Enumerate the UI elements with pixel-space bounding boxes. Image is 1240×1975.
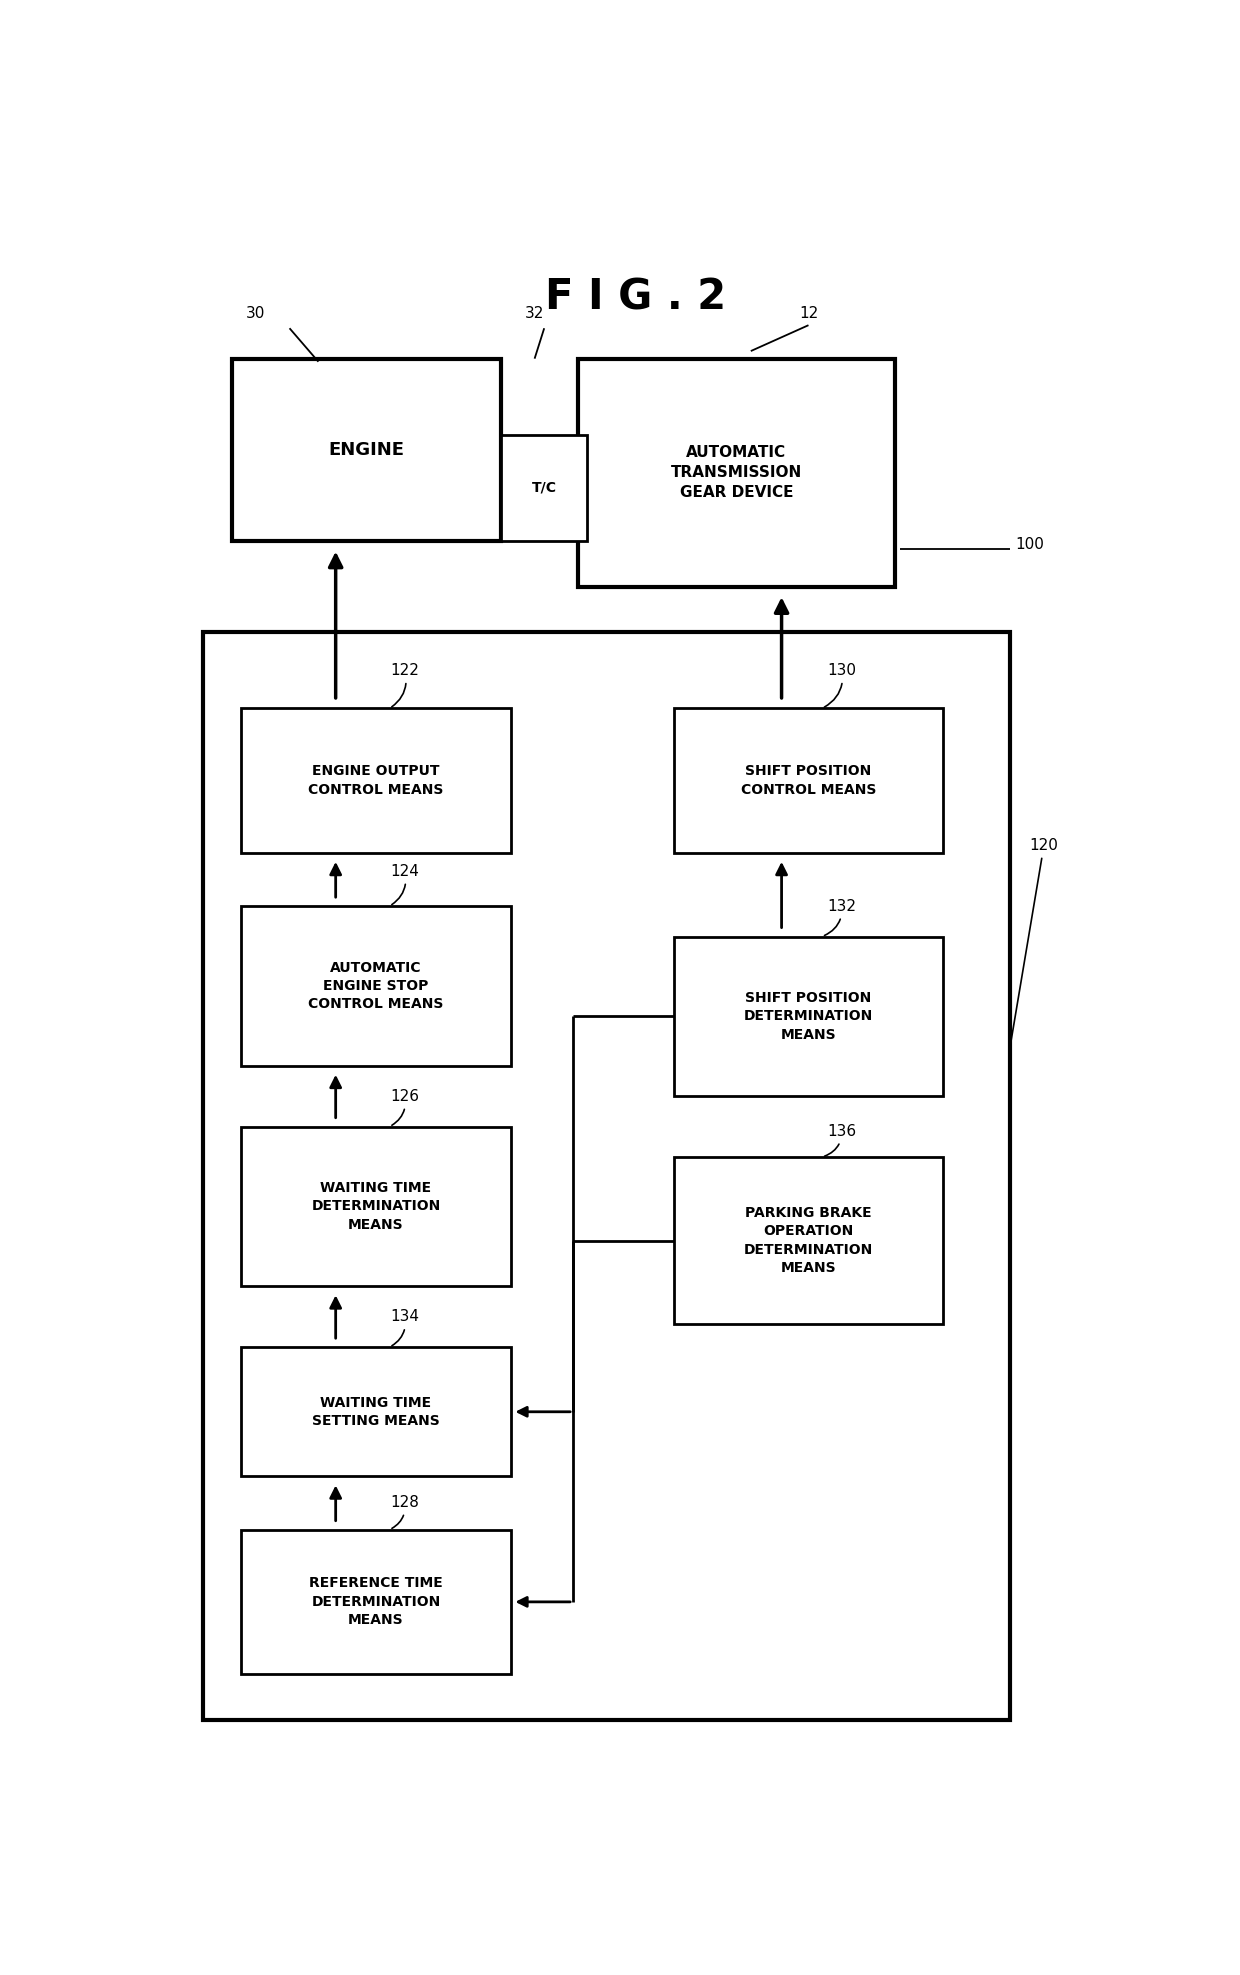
Text: F I G . 2: F I G . 2 bbox=[544, 276, 727, 318]
Text: 128: 128 bbox=[391, 1495, 419, 1529]
Text: T/C: T/C bbox=[532, 482, 557, 496]
Bar bbox=[203, 632, 1011, 1720]
Text: PARKING BRAKE
OPERATION
DETERMINATION
MEANS: PARKING BRAKE OPERATION DETERMINATION ME… bbox=[744, 1207, 873, 1276]
Text: REFERENCE TIME
DETERMINATION
MEANS: REFERENCE TIME DETERMINATION MEANS bbox=[309, 1576, 443, 1627]
Bar bbox=[578, 359, 895, 587]
Text: 12: 12 bbox=[799, 306, 818, 320]
Bar bbox=[242, 1126, 511, 1286]
Text: 100: 100 bbox=[1016, 537, 1044, 551]
Text: 30: 30 bbox=[247, 306, 265, 320]
Text: 132: 132 bbox=[825, 899, 857, 936]
Text: WAITING TIME
SETTING MEANS: WAITING TIME SETTING MEANS bbox=[312, 1396, 440, 1428]
Bar bbox=[242, 907, 511, 1066]
Text: 136: 136 bbox=[825, 1124, 857, 1155]
Bar bbox=[242, 1529, 511, 1675]
Bar bbox=[675, 1157, 944, 1325]
Bar bbox=[675, 709, 944, 853]
Text: ENGINE OUTPUT
CONTROL MEANS: ENGINE OUTPUT CONTROL MEANS bbox=[309, 764, 444, 796]
Text: 120: 120 bbox=[1011, 837, 1059, 1043]
Bar bbox=[501, 434, 588, 541]
Text: AUTOMATIC
ENGINE STOP
CONTROL MEANS: AUTOMATIC ENGINE STOP CONTROL MEANS bbox=[309, 960, 444, 1011]
Text: 126: 126 bbox=[391, 1088, 419, 1126]
Bar bbox=[242, 709, 511, 853]
Bar bbox=[232, 359, 501, 541]
Text: 130: 130 bbox=[825, 664, 857, 707]
Text: AUTOMATIC
TRANSMISSION
GEAR DEVICE: AUTOMATIC TRANSMISSION GEAR DEVICE bbox=[671, 446, 802, 500]
Text: SHIFT POSITION
CONTROL MEANS: SHIFT POSITION CONTROL MEANS bbox=[740, 764, 877, 796]
Bar bbox=[675, 936, 944, 1096]
Bar bbox=[242, 1347, 511, 1477]
Text: 124: 124 bbox=[391, 863, 419, 905]
Text: 122: 122 bbox=[391, 664, 419, 707]
Text: ENGINE: ENGINE bbox=[329, 440, 404, 458]
Text: 32: 32 bbox=[525, 306, 544, 320]
Text: 134: 134 bbox=[391, 1309, 419, 1345]
Text: WAITING TIME
DETERMINATION
MEANS: WAITING TIME DETERMINATION MEANS bbox=[311, 1181, 440, 1232]
Text: SHIFT POSITION
DETERMINATION
MEANS: SHIFT POSITION DETERMINATION MEANS bbox=[744, 991, 873, 1041]
